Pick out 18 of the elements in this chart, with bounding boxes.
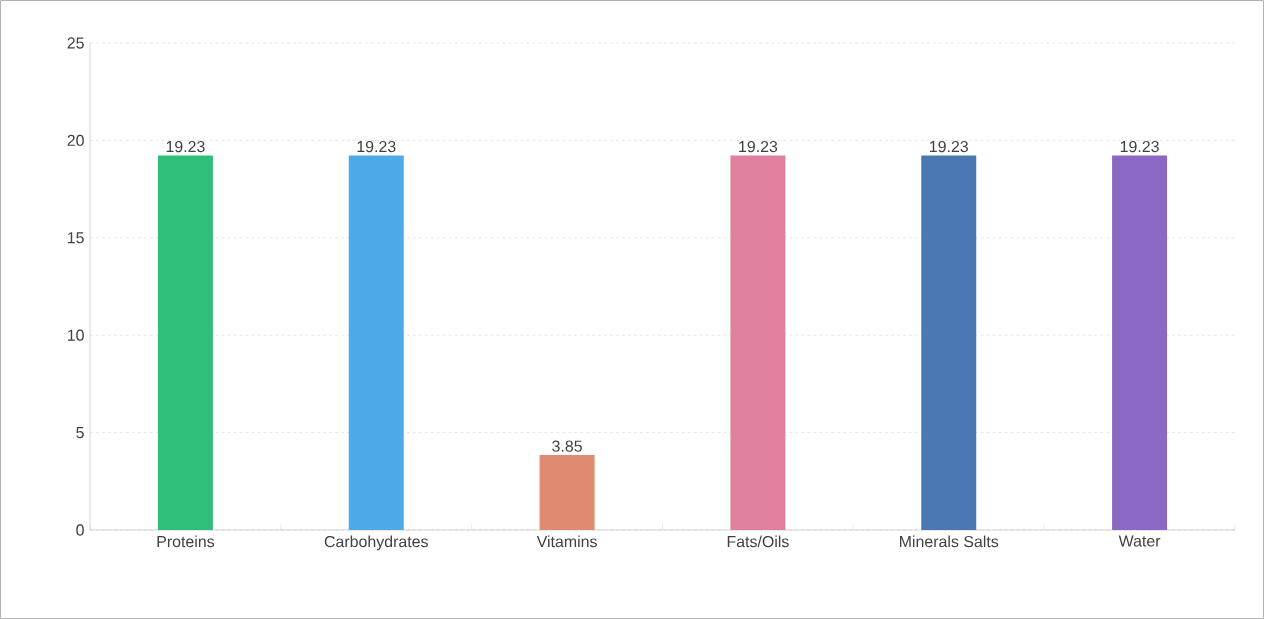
x-tick-label: Minerals Salts [900,535,999,548]
x-tick-label: Carbohydrates [324,535,428,551]
data-label: 19.23 [930,140,968,153]
x-tick-label: Vitamins [536,535,597,548]
data-label: 19.23 [1120,140,1159,153]
y-tick-label: 20 [67,134,84,147]
x-tick-label: Proteins [157,535,215,548]
x-tick-label: Water [1118,535,1161,547]
data-label: 3.85 [552,440,582,452]
y-tick-label: 0 [76,524,84,536]
y-tick-label: 5 [76,427,84,439]
data-label: 19.23 [166,140,205,153]
data-label: 19.23 [357,140,396,153]
y-tick-label: 10 [67,329,84,341]
y-tick-label: 15 [67,232,84,244]
y-tick-label: 25 [67,37,84,49]
x-tick-label: Fats/Oils [727,535,789,548]
data-label: 19.23 [739,140,778,153]
